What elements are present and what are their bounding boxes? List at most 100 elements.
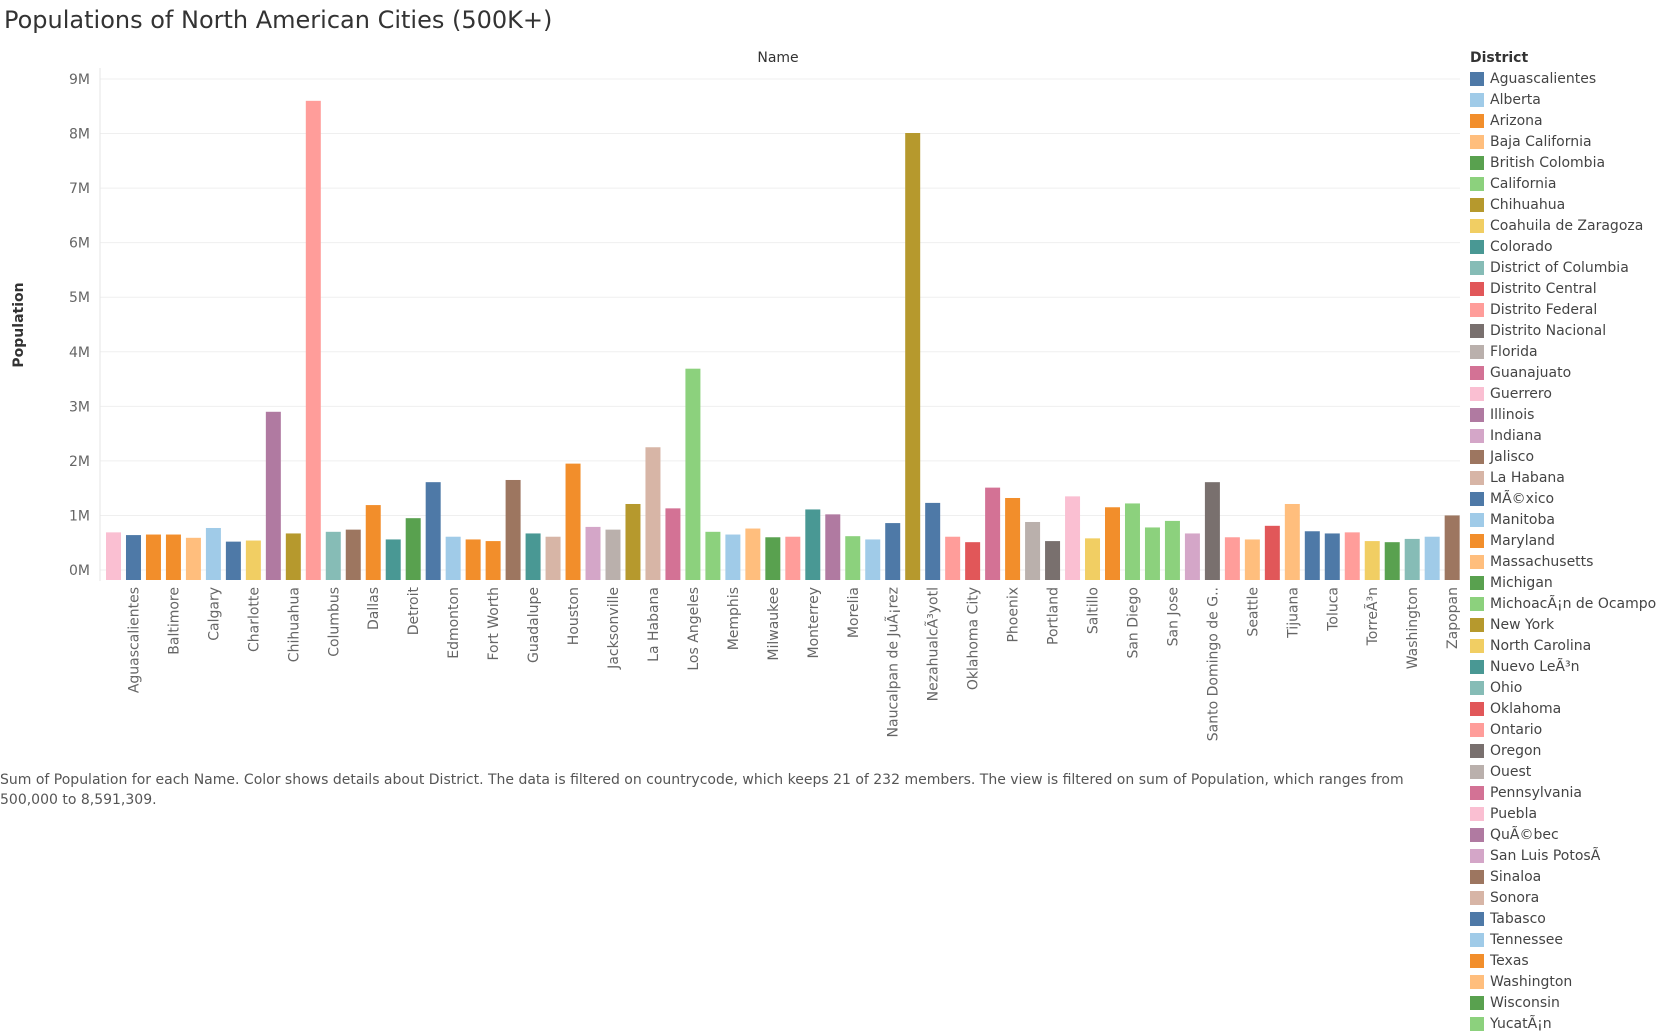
bar[interactable] [245, 540, 261, 580]
legend-item[interactable]: Baja California [1470, 131, 1656, 152]
bar[interactable] [365, 505, 381, 580]
legend-item[interactable]: Manitoba [1470, 509, 1656, 530]
bar[interactable] [1184, 533, 1200, 580]
bar[interactable] [1105, 507, 1120, 580]
bar[interactable] [106, 532, 121, 580]
bar[interactable] [125, 535, 141, 580]
legend-item[interactable]: Ontario [1470, 719, 1656, 740]
bar[interactable] [1025, 521, 1041, 580]
legend-item[interactable]: Chihuahua [1470, 194, 1656, 215]
bar[interactable] [225, 541, 241, 580]
bar[interactable] [165, 534, 181, 580]
bar[interactable] [1005, 497, 1021, 580]
legend-item[interactable]: QuÃ©bec [1470, 824, 1656, 845]
legend-item[interactable]: Texas [1470, 950, 1656, 971]
bar[interactable] [1364, 541, 1380, 580]
legend-item[interactable]: Arizona [1470, 110, 1656, 131]
legend-item[interactable]: San Luis PotosÃ [1470, 845, 1656, 866]
legend-item[interactable]: Distrito Central [1470, 278, 1656, 299]
bar[interactable] [285, 533, 301, 580]
bar[interactable] [785, 536, 801, 580]
legend-item[interactable]: MÃ©xico [1470, 488, 1656, 509]
bar[interactable] [1144, 527, 1160, 580]
legend-item[interactable]: Aguascalientes [1470, 68, 1656, 89]
legend-item[interactable]: Distrito Federal [1470, 299, 1656, 320]
bar[interactable] [485, 541, 501, 580]
legend-item[interactable]: Sinaloa [1470, 866, 1656, 887]
legend-item[interactable]: Nuevo LeÃ³n [1470, 656, 1656, 677]
bar[interactable] [345, 529, 361, 580]
bar[interactable] [645, 447, 661, 580]
bar[interactable] [445, 536, 461, 580]
legend-item[interactable]: Puebla [1470, 803, 1656, 824]
bar[interactable] [145, 534, 161, 580]
bar[interactable] [1384, 542, 1400, 580]
bar[interactable] [1164, 520, 1180, 580]
bar[interactable] [505, 479, 521, 580]
legend-item[interactable]: Florida [1470, 341, 1656, 362]
bar[interactable] [185, 537, 201, 580]
legend-item[interactable]: Guerrero [1470, 383, 1656, 404]
legend-item[interactable]: Massachusetts [1470, 551, 1656, 572]
bar[interactable] [1264, 525, 1280, 580]
legend-item[interactable]: Maryland [1470, 530, 1656, 551]
bar[interactable] [865, 539, 881, 580]
bar[interactable] [1204, 482, 1220, 580]
bar[interactable] [405, 518, 421, 580]
bar[interactable] [305, 100, 321, 581]
bar[interactable] [205, 527, 221, 580]
bar[interactable] [825, 514, 841, 580]
bar[interactable] [705, 531, 721, 580]
bar[interactable] [945, 536, 961, 580]
legend-item[interactable]: Sonora [1470, 887, 1656, 908]
legend-item[interactable]: California [1470, 173, 1656, 194]
legend-item[interactable]: Washington [1470, 971, 1656, 992]
bar[interactable] [1045, 541, 1061, 580]
legend-item[interactable]: Wisconsin [1470, 992, 1656, 1013]
legend-item[interactable]: Coahuila de Zaragoza [1470, 215, 1656, 236]
bar[interactable] [265, 411, 281, 580]
legend-item[interactable]: Alberta [1470, 89, 1656, 110]
bar[interactable] [885, 523, 901, 580]
legend-item[interactable]: British Colombia [1470, 152, 1656, 173]
bar[interactable] [765, 537, 781, 580]
legend-item[interactable]: Michigan [1470, 572, 1656, 593]
bar[interactable] [985, 487, 1001, 580]
bar[interactable] [605, 529, 621, 580]
bar[interactable] [805, 509, 821, 580]
legend-item[interactable]: Oregon [1470, 740, 1656, 761]
legend-item[interactable]: Ohio [1470, 677, 1656, 698]
bar[interactable] [1424, 536, 1440, 580]
legend-item[interactable]: New York [1470, 614, 1656, 635]
bar[interactable] [1284, 503, 1300, 580]
bar[interactable] [905, 133, 921, 580]
bar[interactable] [1124, 503, 1140, 580]
bar[interactable] [1444, 515, 1460, 580]
legend-item[interactable]: Colorado [1470, 236, 1656, 257]
legend-item[interactable]: Ouest [1470, 761, 1656, 782]
bar[interactable] [1085, 538, 1101, 580]
bar[interactable] [965, 542, 981, 580]
bar[interactable] [545, 536, 561, 580]
bar[interactable] [725, 534, 741, 580]
bar[interactable] [385, 539, 401, 580]
bar[interactable] [1244, 539, 1260, 580]
bar[interactable] [525, 533, 541, 580]
bar[interactable] [1344, 532, 1360, 580]
bar[interactable] [1324, 533, 1340, 580]
bar[interactable] [425, 482, 441, 580]
bar[interactable] [925, 502, 941, 580]
bar[interactable] [465, 539, 481, 580]
bar[interactable] [585, 526, 601, 580]
legend-item[interactable]: La Habana [1470, 467, 1656, 488]
bar[interactable] [845, 536, 861, 580]
legend-item[interactable]: Tennessee [1470, 929, 1656, 950]
legend-item[interactable]: Jalisco [1470, 446, 1656, 467]
legend-item[interactable]: Indiana [1470, 425, 1656, 446]
bar[interactable] [1224, 537, 1240, 580]
legend-item[interactable]: MichoacÃ¡n de Ocampo [1470, 593, 1656, 614]
legend-item[interactable]: Tabasco [1470, 908, 1656, 929]
legend-item[interactable]: YucatÃ¡n [1470, 1013, 1656, 1034]
legend-item[interactable]: Oklahoma [1470, 698, 1656, 719]
bar[interactable] [325, 531, 341, 580]
